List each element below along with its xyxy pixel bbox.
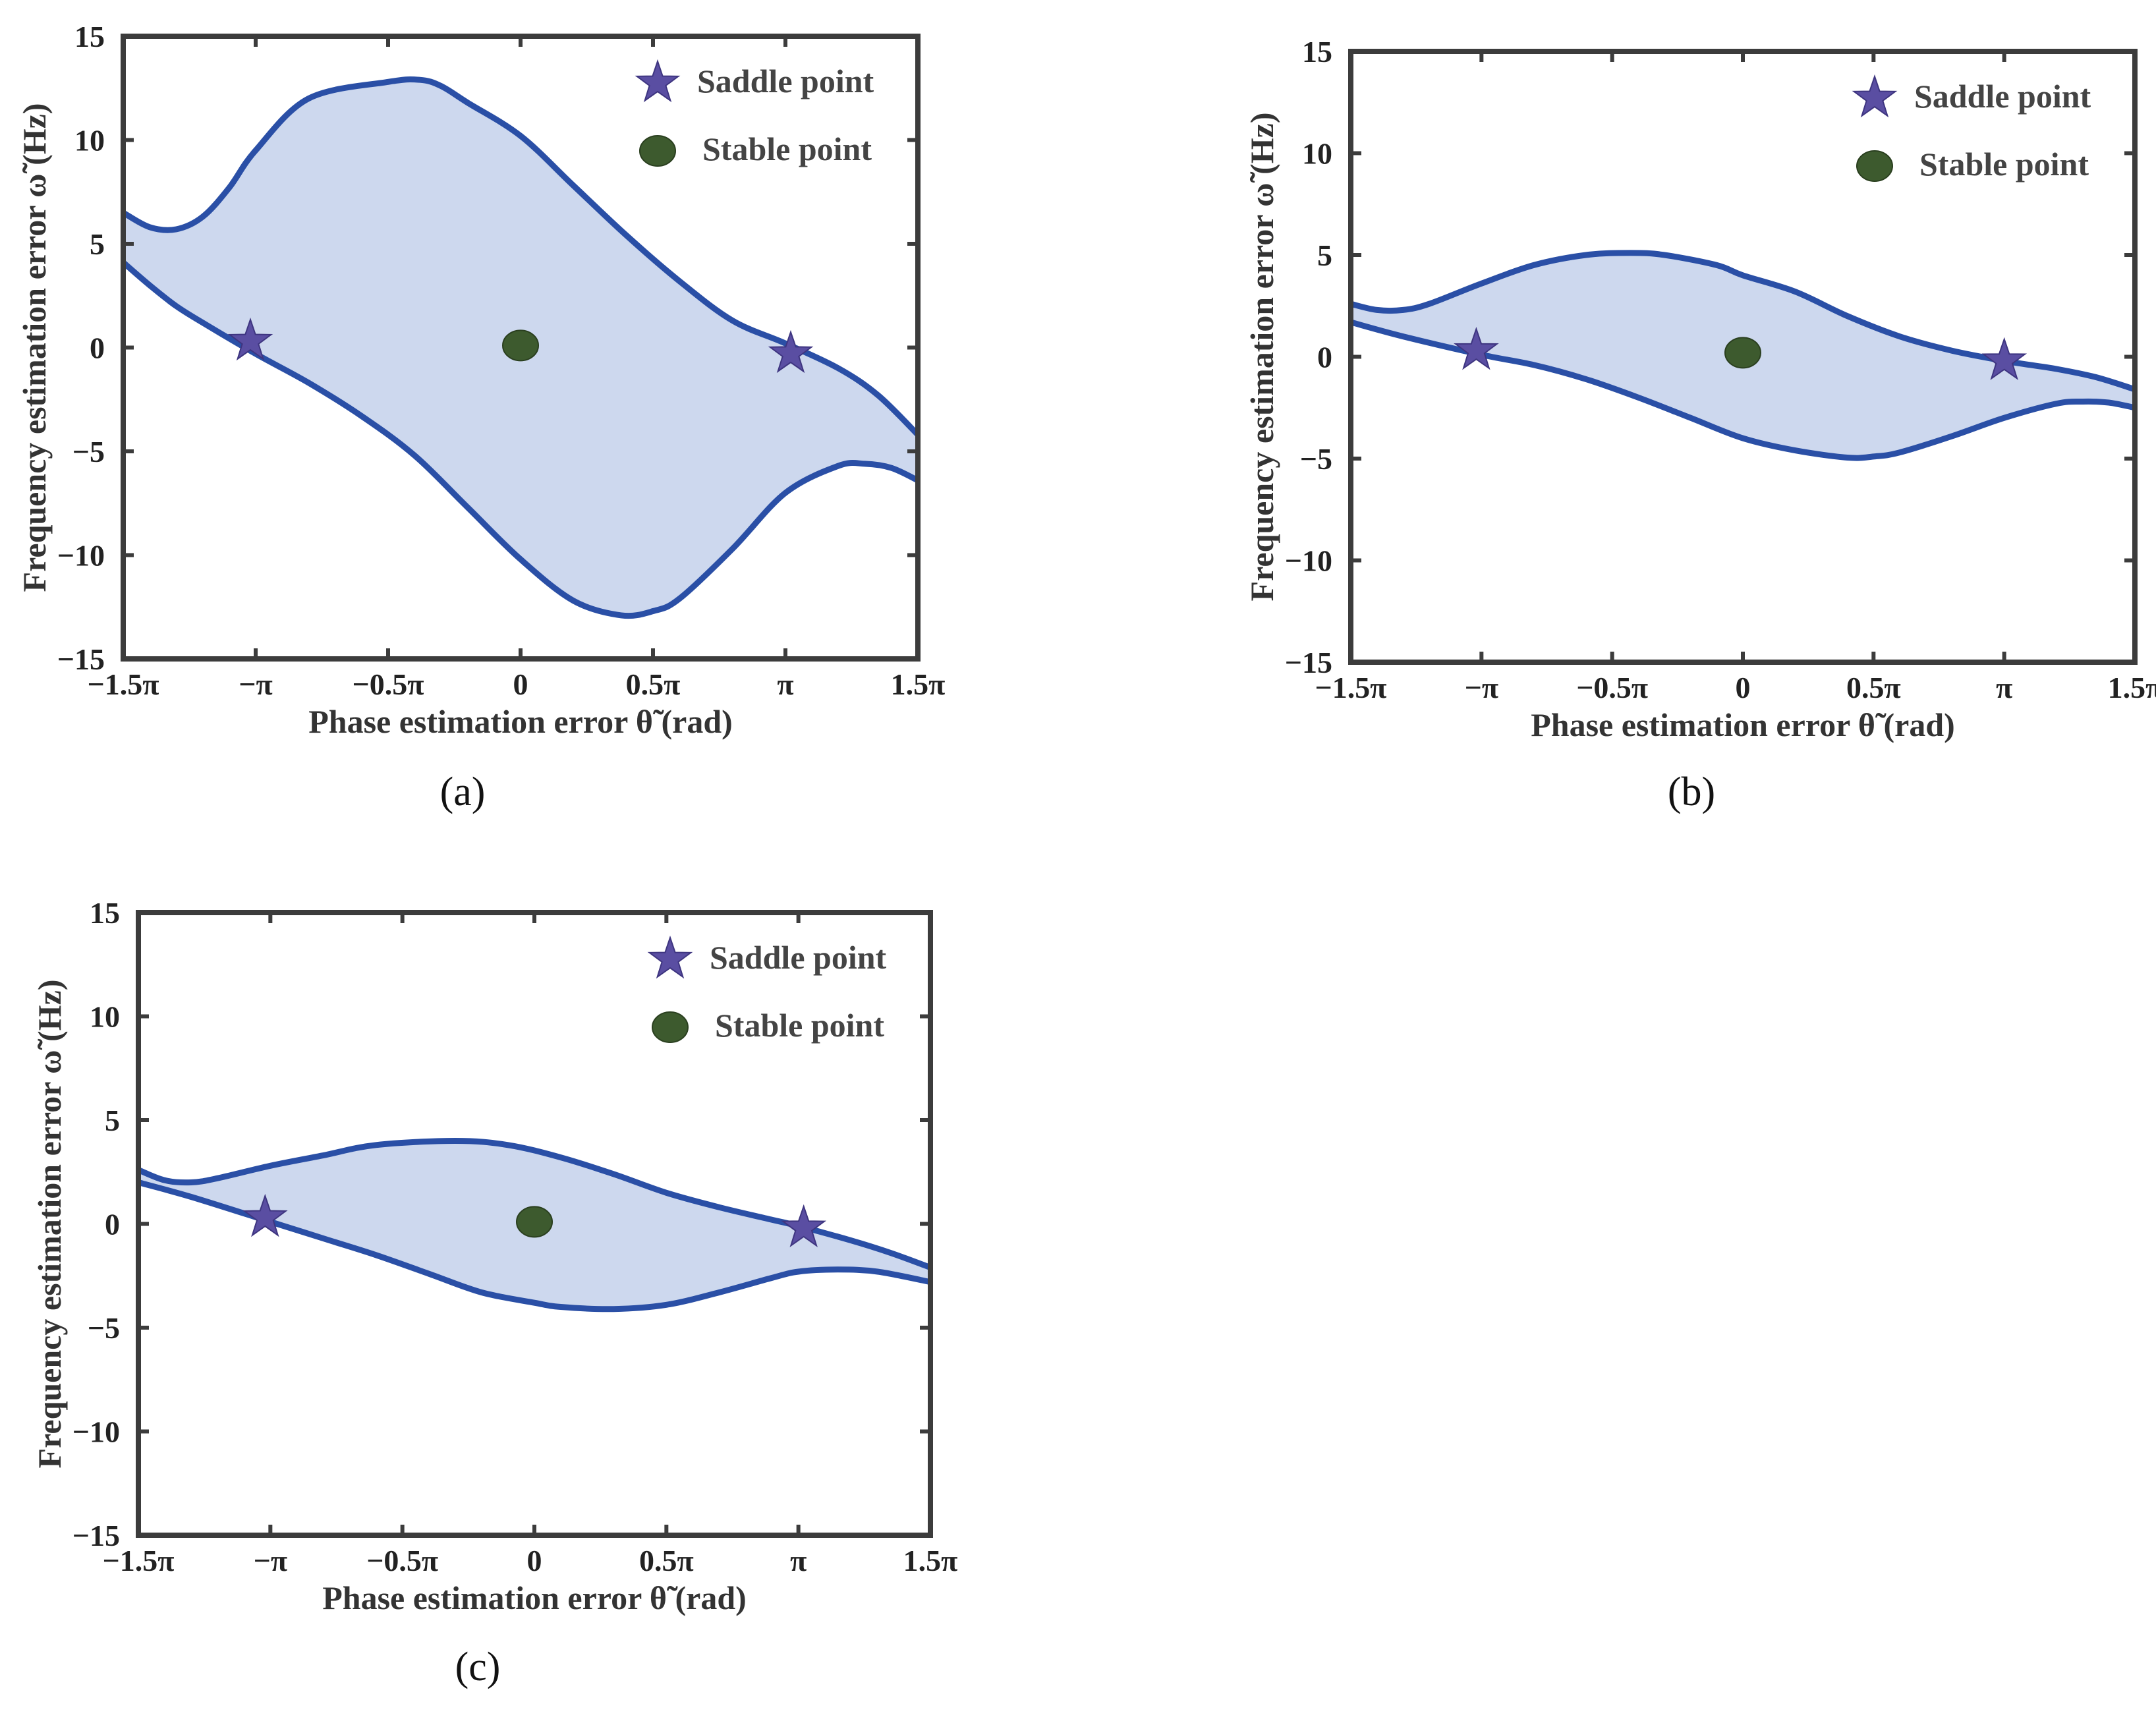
chart-panel-b: −15 −10 −5 0 5 10 15 −1.5π −π −0.5π 0 0.5π π 1.5π Phas… [1243,35,2156,814]
x-tick-label: π [790,1544,807,1577]
legend-saddle-icon [635,59,681,103]
lower-boundary-line [138,1179,930,1313]
saddle-point-marker [227,317,273,361]
legend-stable-icon [639,135,676,167]
y-tick-label: 5 [90,227,105,261]
x-tick-label: 0 [527,1544,542,1577]
saddle-point-marker [1981,337,2028,380]
upper-boundary-line [123,76,918,437]
y-tick-label: −15 [57,642,105,676]
x-tick-label: −1.5π [103,1544,175,1577]
panel-label: (b) [1668,770,1715,814]
y-tick-label: −10 [1285,544,1332,578]
x-axis-title: Phase estimation error θ̃ (rad) [308,703,733,740]
stable-point-marker [1724,337,1761,369]
y-tick-label: 15 [1302,35,1332,69]
x-tick-label: −1.5π [88,667,159,701]
x-tick-label: 0.5π [639,1544,694,1577]
y-tick-label: −5 [72,435,105,468]
x-tick-label: π [1996,671,2012,704]
y-tick-label: −10 [72,1415,120,1449]
x-tick-label: −π [239,667,272,701]
legend-saddle-icon [647,935,693,979]
y-tick-label: −15 [72,1519,120,1552]
x-tick-label: 1.5π [891,667,946,701]
y-tick-label: 15 [90,896,120,930]
y-tick-label: 0 [90,331,105,365]
x-tick-label: 0.5π [1846,671,1901,704]
y-tick-label: 10 [1302,137,1332,171]
legend-saddle-label: Saddle point [1914,78,2091,115]
y-tick-label: 15 [74,20,105,53]
y-tick-label: 10 [90,1000,120,1034]
y-tick-label: −5 [1300,442,1332,476]
stable-point-marker [516,1206,553,1238]
plot-area [138,1138,930,1313]
x-tick-label: −0.5π [366,1544,438,1577]
saddle-point-marker [1454,327,1499,370]
x-tick-label: 0 [513,667,528,701]
legend-stable-icon [652,1011,689,1043]
legend-saddle-label: Saddle point [697,63,874,99]
y-axis-title: Frequency estimation error ω̃ (Hz) [16,103,53,592]
y-tick-label: −5 [88,1311,120,1345]
x-tick-label: π [777,667,793,701]
saddle-point-marker [781,1204,827,1248]
y-tick-label: 5 [1317,239,1332,272]
y-tick-label: 5 [105,1104,120,1137]
y-axis-title: Frequency estimation error ω̃ (Hz) [31,980,68,1469]
chart-panel-c: −15 −10 −5 0 5 10 15 −1.5π −π −0.5π 0 0.5π π 1.5π Phas… [31,896,957,1689]
panel-label: (a) [440,770,486,814]
stable-point-marker [502,329,539,362]
x-tick-label: −0.5π [1576,671,1648,704]
y-tick-label: −10 [57,539,105,573]
y-tick-label: 0 [1317,341,1332,374]
plot-area [123,76,918,619]
legend-stable-label: Stable point [702,130,872,167]
x-tick-label: −1.5π [1315,671,1387,704]
panel-label: (c) [455,1645,501,1689]
saddle-point-marker [768,329,814,374]
legend-stable-label: Stable point [715,1007,884,1044]
x-axis-title: Phase estimation error θ̃ (rad) [322,1579,747,1616]
x-axis-title: Phase estimation error θ̃ (rad) [1531,706,1955,743]
lower-boundary-line [1351,319,2135,461]
plot-area [1351,250,2135,461]
y-tick-label: 0 [105,1208,120,1241]
legend-saddle-icon [1852,74,1898,118]
x-tick-label: 1.5π [2108,671,2156,704]
chart-panel-a: −15 −10 −5 0 5 10 15 −1.5π −π −0.5π 0 0.5π π 1.5π Phas… [16,20,945,814]
y-tick-label: 10 [74,124,105,157]
x-tick-label: −π [1465,671,1498,704]
lower-boundary-line [123,260,918,619]
legend-saddle-label: Saddle point [710,939,887,976]
y-tick-label: −15 [1285,646,1332,679]
legend-stable-label: Stable point [1919,146,2089,183]
x-tick-label: −π [254,1544,287,1577]
x-tick-label: −0.5π [353,667,424,701]
saddle-point-marker [242,1193,288,1237]
x-tick-label: 0 [1736,671,1751,704]
x-tick-label: 0.5π [626,667,681,701]
legend-stable-icon [1856,150,1893,182]
x-tick-label: 1.5π [903,1544,958,1577]
y-axis-title: Frequency estimation error ω̃ (Hz) [1243,113,1280,602]
